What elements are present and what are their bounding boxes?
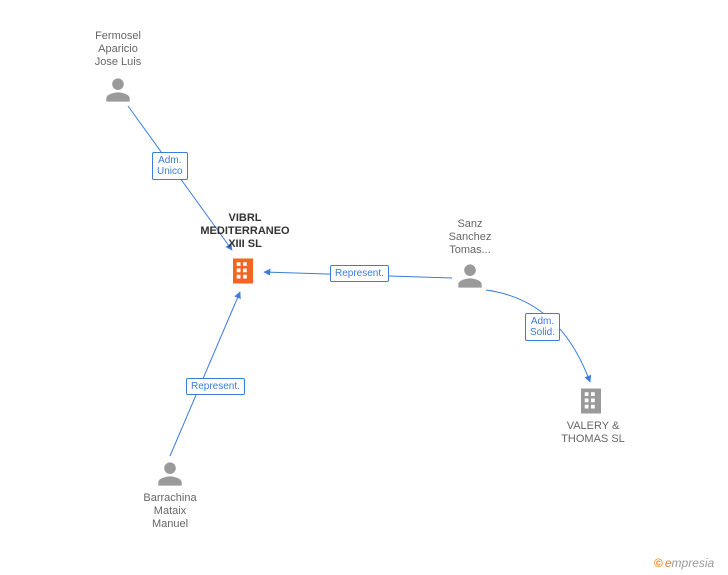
building-main-icon: [228, 256, 258, 291]
copyright-first-letter: e: [665, 556, 672, 570]
person-icon: [104, 76, 132, 109]
copyright-rest: mpresia: [672, 556, 715, 570]
copyright-label: ©empresia: [654, 556, 714, 570]
node-label-fermosel: Fermosel Aparicio Jose Luis: [78, 30, 158, 69]
person-icon: [156, 460, 184, 493]
edge-label-adm-unico: Adm. Unico: [152, 152, 188, 180]
building-icon: [576, 386, 606, 421]
edge-barrachina-main: [170, 292, 240, 456]
node-label-barrachina: Barrachina Mataix Manuel: [130, 492, 210, 531]
copyright-symbol: ©: [654, 556, 663, 570]
node-label-main-company: VIBRL MEDITERRANEO XIII SL: [190, 212, 300, 251]
person-icon: [456, 262, 484, 295]
node-label-sanz: Sanz Sanchez Tomas...: [430, 218, 510, 257]
node-label-valery: VALERY & THOMAS SL: [548, 420, 638, 446]
edge-label-adm-solid: Adm. Solid.: [525, 313, 560, 341]
edge-label-represent-2: Represent.: [186, 378, 245, 395]
edge-label-represent-1: Represent.: [330, 265, 389, 282]
